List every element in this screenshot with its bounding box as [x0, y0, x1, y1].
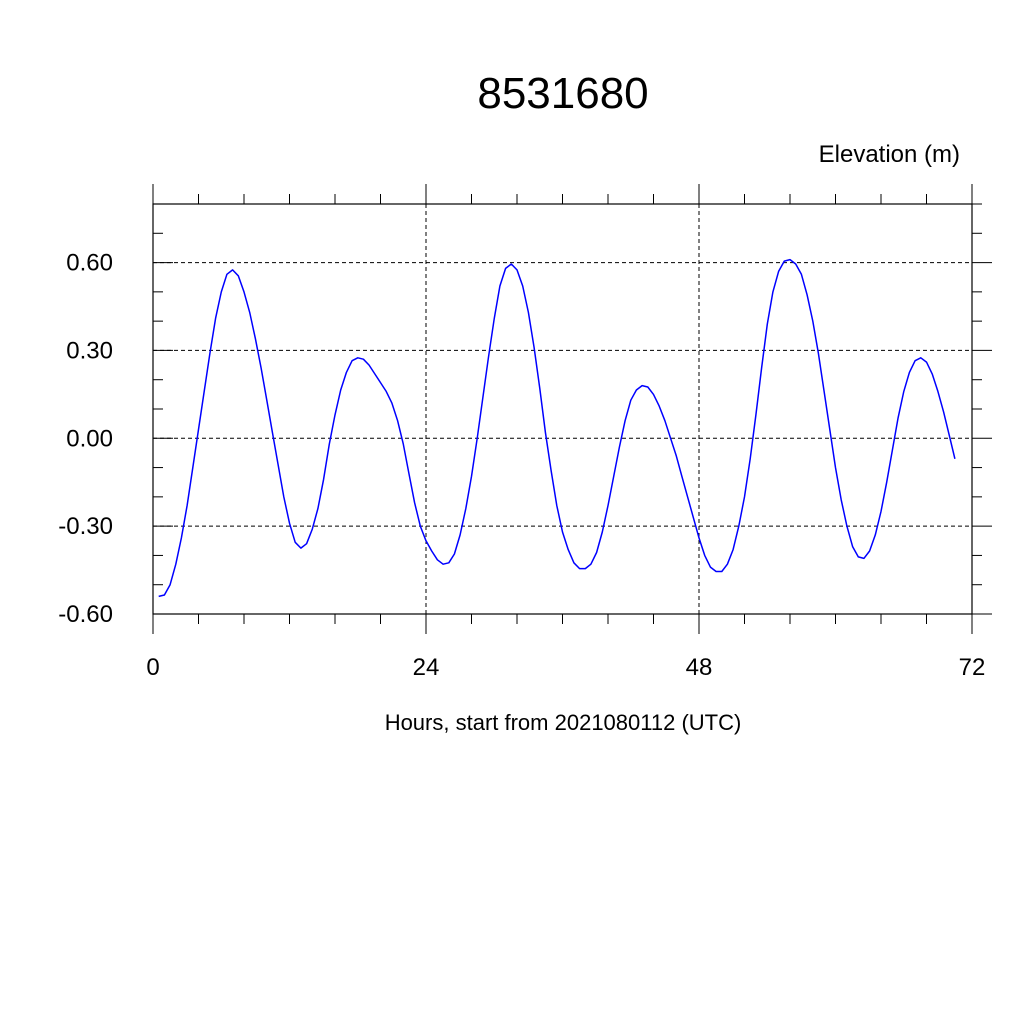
axis-ticks: [152, 184, 992, 634]
x-tick-label: 48: [686, 654, 713, 681]
y-tick-label: 0.00: [66, 425, 113, 452]
elevation-series-line: [158, 258, 956, 598]
y-tick-label: -0.30: [58, 513, 113, 540]
units-label: Elevation (m): [819, 141, 960, 168]
x-tick-label: 0: [146, 654, 159, 681]
y-tick-labels: -0.60 -0.30 0.00 0.30 0.60: [58, 250, 113, 628]
y-tick-label: 0.60: [66, 250, 113, 277]
x-tick-label: 72: [959, 654, 986, 681]
grid-lines: [153, 204, 972, 615]
y-tick-label: 0.30: [66, 337, 113, 364]
chart-title: 8531680: [477, 69, 648, 118]
plot-frame: [152, 203, 973, 615]
series-group: [158, 258, 956, 598]
x-tick-label: 24: [413, 654, 440, 681]
y-tick-label: -0.60: [58, 601, 113, 628]
x-tick-labels: 0 24 48 72: [146, 654, 985, 681]
x-axis-label: Hours, start from 2021080112 (UTC): [385, 710, 742, 735]
